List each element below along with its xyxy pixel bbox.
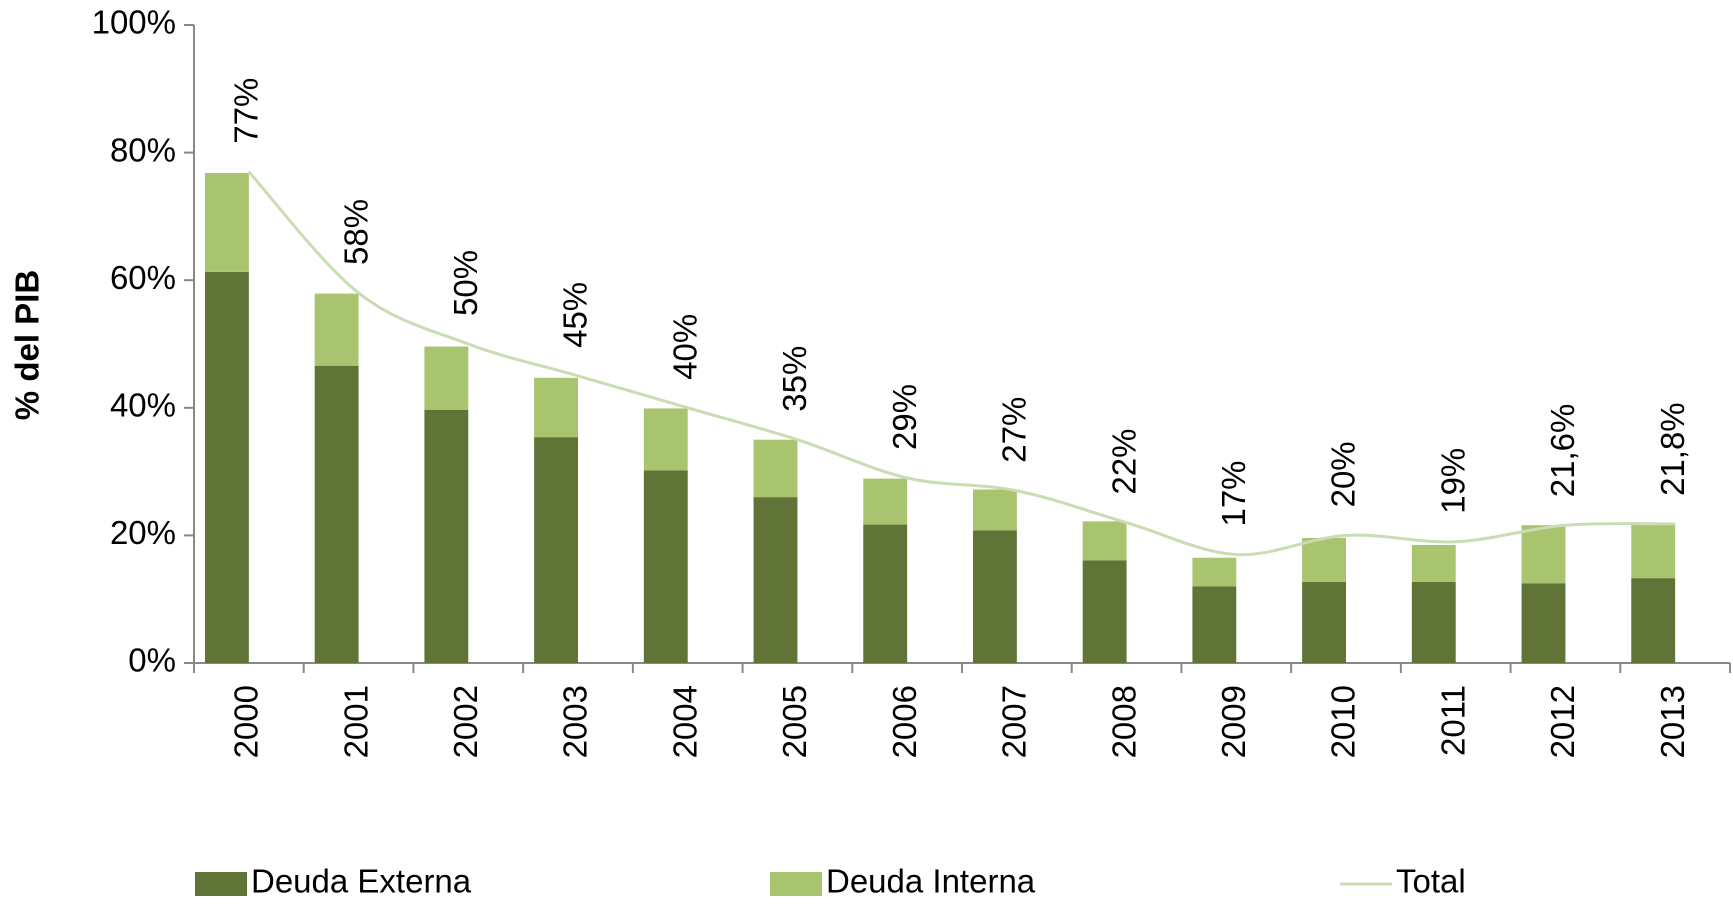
x-tick-label: 2006 xyxy=(886,685,923,758)
bar-segment xyxy=(314,365,359,663)
y-tick-label: 80% xyxy=(110,131,176,168)
x-tick-label: 2007 xyxy=(996,685,1033,758)
bar-segment xyxy=(863,478,908,525)
bar-segment xyxy=(643,470,688,663)
bar-segment xyxy=(424,409,469,663)
x-tick-label: 2004 xyxy=(666,685,703,758)
bar-segment xyxy=(424,346,469,410)
y-tick-label: 0% xyxy=(128,642,176,679)
bar-segment xyxy=(1302,581,1346,663)
bar-segment xyxy=(1631,578,1676,663)
data-label: 27% xyxy=(996,397,1033,463)
total-line xyxy=(247,170,1676,557)
x-tick-label: 2009 xyxy=(1215,685,1252,758)
bar-segment xyxy=(204,173,249,272)
bar-segment xyxy=(314,293,359,366)
bar-segment xyxy=(643,408,688,471)
data-label: 21,8% xyxy=(1654,402,1691,496)
bar-segment xyxy=(1411,581,1456,663)
bar-segment xyxy=(1082,560,1127,663)
bar-segment xyxy=(1192,557,1237,587)
data-label: 22% xyxy=(1105,429,1142,495)
legend-label: Deuda Interna xyxy=(826,863,1036,900)
legend-swatch xyxy=(195,872,247,896)
legend-label: Total xyxy=(1396,863,1466,900)
data-label: 21,6% xyxy=(1544,404,1581,498)
x-tick-label: 2003 xyxy=(557,685,594,758)
data-label: 58% xyxy=(337,199,374,265)
x-tick-label: 2001 xyxy=(337,685,374,758)
y-tick-label: 20% xyxy=(110,514,176,551)
bar-segment xyxy=(972,530,1017,663)
data-label: 35% xyxy=(776,346,813,412)
data-label: 17% xyxy=(1215,460,1252,526)
bar-segment xyxy=(534,437,578,663)
x-tick-label: 2010 xyxy=(1325,685,1362,758)
y-tick-label: 60% xyxy=(110,259,176,296)
x-tick-label: 2013 xyxy=(1654,685,1691,758)
data-label: 20% xyxy=(1325,441,1362,507)
data-label: 29% xyxy=(886,384,923,450)
legend-label: Deuda Externa xyxy=(251,863,472,900)
bar-segment xyxy=(204,271,249,663)
data-label: 77% xyxy=(228,78,265,144)
y-tick-label: 100% xyxy=(92,4,176,41)
bar-segment xyxy=(753,497,798,663)
x-tick-label: 2000 xyxy=(228,685,265,758)
bar-segment xyxy=(534,377,578,438)
bar-segment xyxy=(1082,521,1127,561)
y-tick-label: 40% xyxy=(110,387,176,424)
data-label: 50% xyxy=(447,250,484,316)
data-label: 40% xyxy=(666,314,703,380)
bar-segment xyxy=(753,439,798,498)
bar-segment xyxy=(1631,523,1676,579)
bar-segment xyxy=(863,524,908,663)
x-tick-label: 2012 xyxy=(1544,685,1581,758)
bar-segment xyxy=(1302,537,1346,582)
bar-segment xyxy=(1192,586,1237,663)
data-label: 19% xyxy=(1434,448,1471,514)
x-tick-label: 2002 xyxy=(447,685,484,758)
x-tick-label: 2005 xyxy=(776,685,813,758)
bar-segment xyxy=(1521,583,1566,663)
x-tick-label: 2008 xyxy=(1105,685,1142,758)
bar-segment xyxy=(972,489,1017,531)
legend-swatch xyxy=(770,872,822,896)
y-axis-label: % del PIB xyxy=(9,270,46,420)
data-label: 45% xyxy=(557,282,594,348)
bar-segment xyxy=(1411,544,1456,582)
bar-segment xyxy=(1521,525,1566,584)
x-tick-label: 2011 xyxy=(1434,685,1471,756)
